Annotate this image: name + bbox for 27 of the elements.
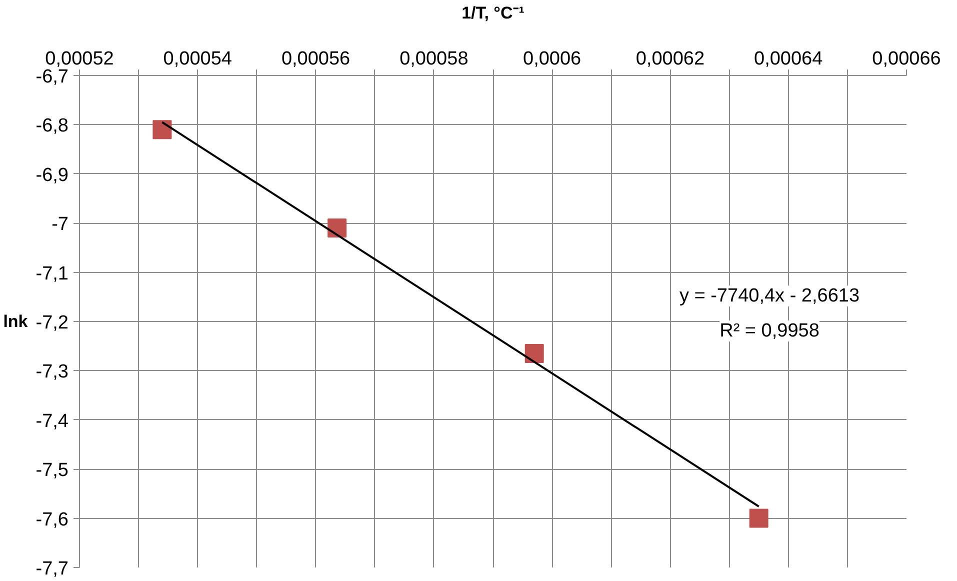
point — [328, 218, 347, 238]
x-tick-label: 0,0006 — [523, 48, 582, 70]
x-tick-label: 0,00066 — [872, 48, 941, 70]
y-tick-label: -7,2 — [36, 312, 69, 334]
y-tick-label: -6,8 — [36, 116, 69, 137]
x-tick-label: 0,00058 — [400, 48, 468, 70]
point — [524, 344, 544, 363]
x-axis-title: 1/T, °C⁻¹ — [462, 4, 525, 22]
y-tick-label: -7,5 — [36, 460, 69, 482]
x-tick-label: 0,00054 — [163, 48, 232, 70]
annotation: y = -7740,4x - 2,6613 — [679, 286, 860, 306]
y-tick-label: -7,3 — [36, 362, 69, 383]
y-axis-title: lnk — [3, 312, 28, 331]
point — [749, 508, 768, 528]
y-tick-label: -7 — [52, 214, 69, 236]
x-tick-label: 0,00056 — [281, 48, 350, 70]
x-tick-label: 0,00064 — [754, 48, 824, 70]
annotation: R² = 0,9958 — [720, 320, 820, 342]
y-tick-label: -7,1 — [36, 263, 69, 284]
y-tick-label: -7,6 — [36, 509, 69, 530]
y-tick-label: -6,7 — [36, 66, 69, 88]
y-tick-label: -7,4 — [36, 410, 69, 432]
y-tick-label: -7,7 — [36, 558, 69, 580]
x-tick-label: 0,00052 — [45, 48, 114, 70]
x-tick-label: 0,00062 — [636, 48, 705, 70]
y-tick-label: -6,9 — [36, 164, 69, 186]
point — [152, 120, 172, 140]
